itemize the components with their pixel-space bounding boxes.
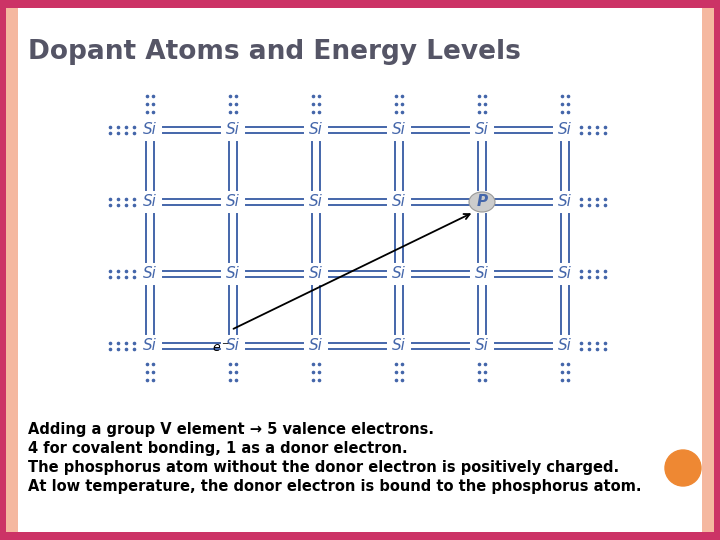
Text: 4 for covalent bonding, 1 as a donor electron.: 4 for covalent bonding, 1 as a donor ele… bbox=[28, 441, 408, 456]
Text: Si: Si bbox=[392, 194, 406, 210]
Text: Si: Si bbox=[143, 194, 157, 210]
Text: Si: Si bbox=[475, 267, 489, 281]
Text: $e^-$: $e^-$ bbox=[212, 342, 230, 355]
Text: Si: Si bbox=[226, 194, 240, 210]
Text: The phosphorus atom without the donor electron is positively charged.: The phosphorus atom without the donor el… bbox=[28, 460, 619, 475]
Bar bbox=[702, 8, 714, 532]
Text: Si: Si bbox=[226, 267, 240, 281]
Text: Si: Si bbox=[558, 339, 572, 354]
Text: Si: Si bbox=[309, 267, 323, 281]
Text: Si: Si bbox=[392, 339, 406, 354]
Text: Si: Si bbox=[392, 267, 406, 281]
Bar bbox=[6, 8, 18, 532]
Text: Dopant Atoms and Energy Levels: Dopant Atoms and Energy Levels bbox=[28, 39, 521, 65]
Text: Si: Si bbox=[143, 267, 157, 281]
Bar bbox=[0, 0, 720, 8]
Bar bbox=[714, 8, 720, 532]
Bar bbox=[0, 532, 720, 540]
Text: Adding a group V element → 5 valence electrons.: Adding a group V element → 5 valence ele… bbox=[28, 422, 434, 437]
Text: Si: Si bbox=[143, 123, 157, 138]
Text: Si: Si bbox=[558, 267, 572, 281]
Text: P: P bbox=[477, 194, 487, 210]
Text: Si: Si bbox=[226, 123, 240, 138]
Text: Si: Si bbox=[309, 123, 323, 138]
Circle shape bbox=[665, 450, 701, 486]
Text: Si: Si bbox=[558, 194, 572, 210]
Text: Si: Si bbox=[475, 123, 489, 138]
Text: Si: Si bbox=[226, 339, 240, 354]
Text: Si: Si bbox=[143, 339, 157, 354]
Text: Si: Si bbox=[558, 123, 572, 138]
Text: Si: Si bbox=[475, 339, 489, 354]
Text: Si: Si bbox=[309, 194, 323, 210]
Text: Si: Si bbox=[309, 339, 323, 354]
Text: Si: Si bbox=[392, 123, 406, 138]
Ellipse shape bbox=[469, 192, 495, 212]
Bar bbox=[0, 8, 6, 532]
Text: At low temperature, the donor electron is bound to the phosphorus atom.: At low temperature, the donor electron i… bbox=[28, 479, 642, 494]
